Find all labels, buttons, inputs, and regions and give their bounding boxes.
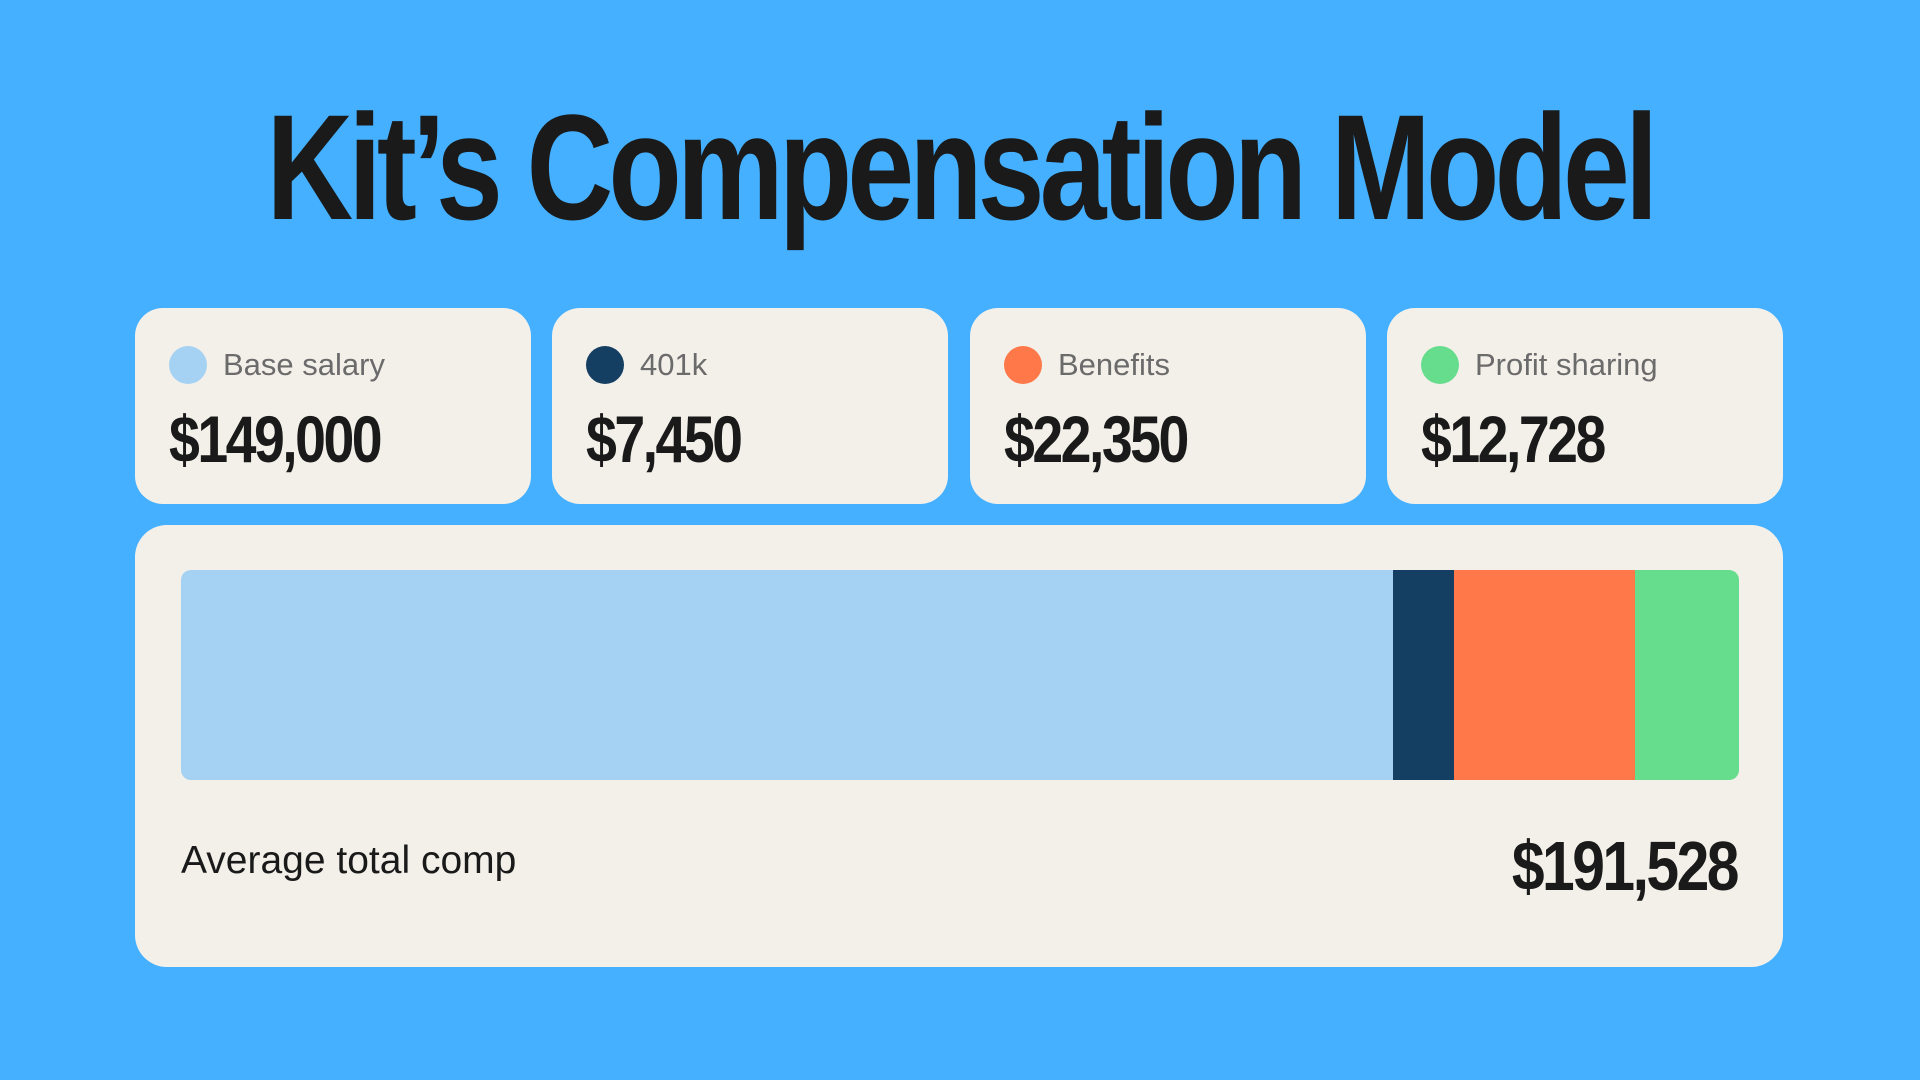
total-comp-label: Average total comp (181, 839, 517, 882)
card-base-salary: Base salary $149,000 (135, 308, 531, 504)
bar-segment-benefits (1453, 570, 1636, 780)
stacked-bar (181, 570, 1739, 780)
profit-sharing-legend-dot (1421, 346, 1459, 384)
bar-segment-401k (1393, 570, 1454, 780)
profit-sharing-value: $12,728 (1421, 402, 1606, 476)
component-cards: Base salary $149,000 401k $7,450 Benefit… (135, 308, 1783, 504)
benefits-value: $22,350 (1004, 402, 1189, 476)
401k-value: $7,450 (586, 402, 743, 476)
benefits-label: Benefits (1058, 347, 1171, 382)
page-title: Kit’s Compensation Model (266, 83, 1658, 251)
card-profit-sharing: Profit sharing $12,728 (1387, 308, 1783, 504)
card-401k: 401k $7,450 (552, 308, 948, 504)
benefits-legend-dot (1004, 346, 1042, 384)
bar-segment-profit-sharing (1635, 570, 1739, 780)
total-comp-panel: Average total comp $191,528 (135, 525, 1783, 967)
bar-segment-base-salary (181, 570, 1394, 780)
total-comp-value: $191,528 (1511, 827, 1740, 905)
base-salary-legend-dot (169, 346, 207, 384)
profit-sharing-label: Profit sharing (1475, 347, 1658, 382)
401k-label: 401k (640, 347, 708, 382)
401k-legend-dot (586, 346, 624, 384)
base-salary-value: $149,000 (169, 402, 383, 476)
card-benefits: Benefits $22,350 (970, 308, 1366, 504)
base-salary-label: Base salary (223, 347, 385, 382)
